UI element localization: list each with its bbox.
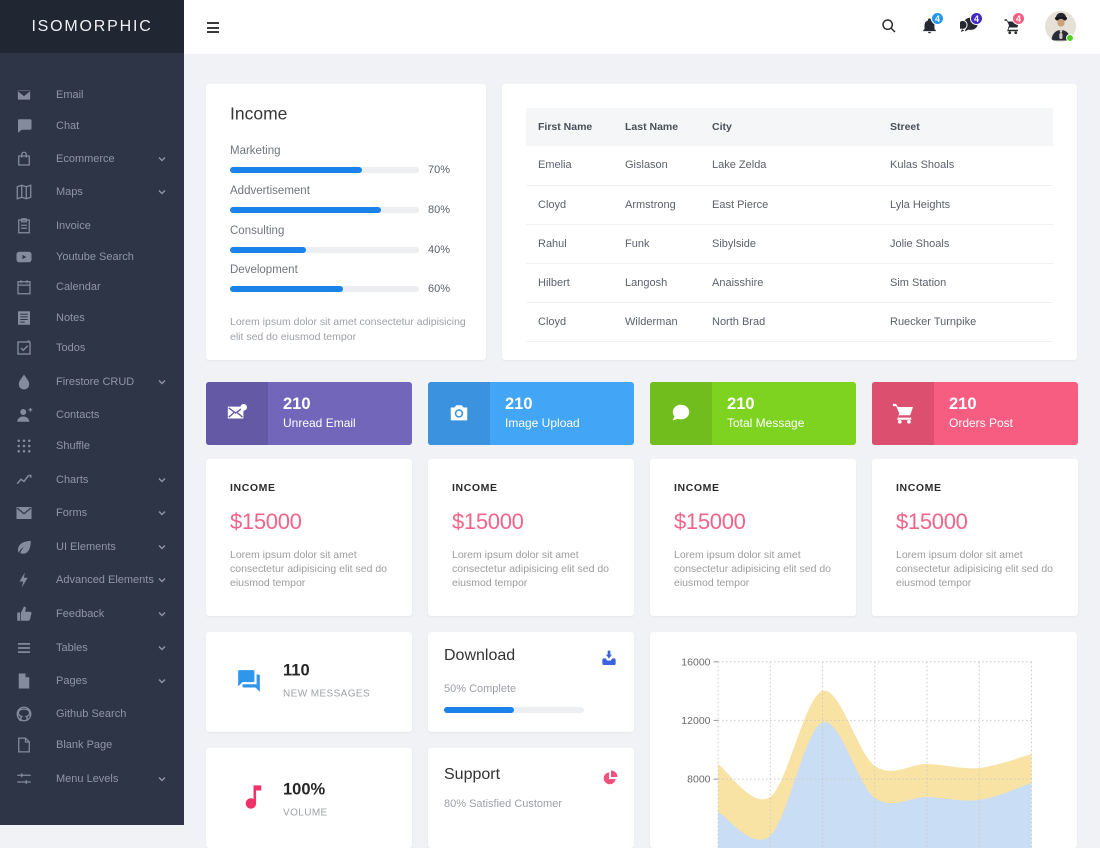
svg-text:8000: 8000: [687, 774, 711, 786]
svg-text:12000: 12000: [681, 715, 710, 727]
svg-text:16000: 16000: [681, 656, 710, 668]
